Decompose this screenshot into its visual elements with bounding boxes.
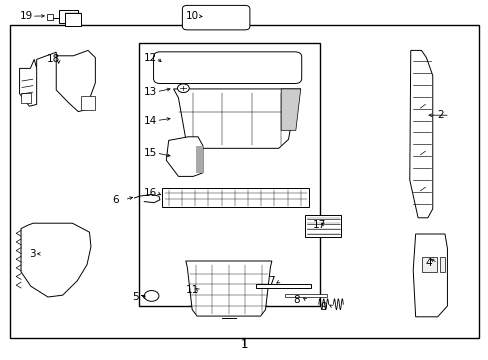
Text: 17: 17 [312, 220, 325, 230]
Bar [306, 217, 339, 220]
Circle shape [177, 84, 189, 93]
Bar [20, 93, 31, 103]
Polygon shape [185, 261, 271, 316]
Polygon shape [195, 146, 203, 173]
Text: 13: 13 [144, 87, 157, 97]
Bar [285, 294, 326, 297]
Polygon shape [412, 234, 447, 317]
Text: 9: 9 [320, 302, 326, 312]
Bar [306, 233, 339, 235]
FancyBboxPatch shape [182, 5, 249, 30]
Bar [47, 14, 53, 20]
Text: 11: 11 [185, 285, 199, 295]
Polygon shape [409, 50, 432, 218]
Polygon shape [173, 89, 300, 148]
Polygon shape [56, 50, 95, 112]
Text: 14: 14 [144, 116, 157, 126]
Bar [256, 284, 310, 288]
Polygon shape [166, 137, 203, 176]
Bar [421, 257, 436, 272]
Text: 2: 2 [437, 110, 444, 120]
Text: 15: 15 [144, 148, 157, 158]
Text: 8: 8 [293, 294, 300, 305]
Polygon shape [281, 89, 300, 130]
Text: 6: 6 [112, 195, 119, 205]
Bar [306, 228, 339, 230]
Text: 18: 18 [46, 54, 60, 64]
Bar [304, 215, 341, 237]
Text: 7: 7 [267, 276, 274, 286]
Polygon shape [20, 59, 37, 106]
Bar [162, 188, 308, 207]
Bar [65, 13, 81, 26]
Polygon shape [21, 223, 91, 297]
Text: 16: 16 [144, 188, 157, 198]
Text: 4: 4 [425, 258, 431, 268]
Text: 1: 1 [240, 338, 248, 351]
Circle shape [144, 291, 159, 301]
Text: 19: 19 [20, 11, 33, 21]
Bar [439, 257, 444, 272]
Text: 5: 5 [132, 292, 139, 302]
Bar [81, 96, 95, 110]
Bar [59, 10, 78, 23]
Text: 3: 3 [29, 249, 36, 259]
Bar [306, 222, 339, 225]
Bar [10, 25, 478, 338]
Text: 10: 10 [185, 11, 199, 21]
Bar [139, 43, 320, 306]
FancyBboxPatch shape [153, 52, 301, 84]
Text: 12: 12 [144, 53, 157, 63]
